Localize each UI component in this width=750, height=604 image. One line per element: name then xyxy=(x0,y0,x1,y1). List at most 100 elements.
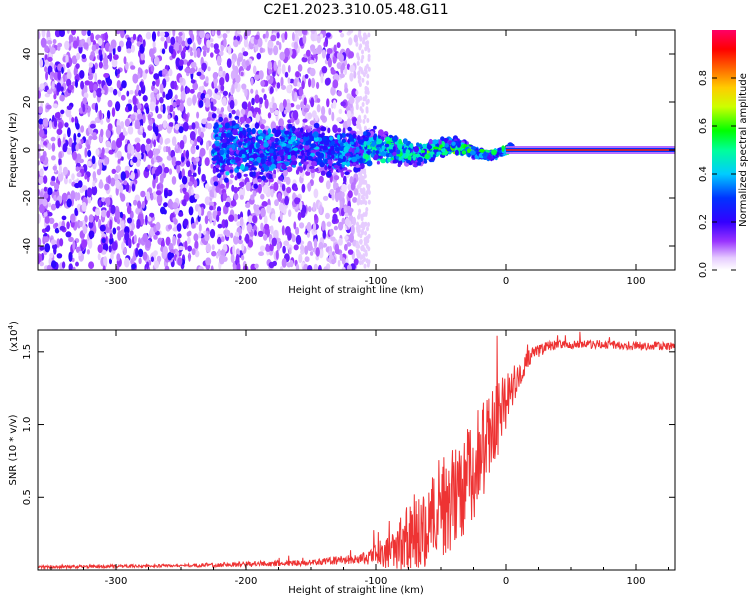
heatmap-cell xyxy=(95,102,98,113)
heatmap-cell xyxy=(295,226,300,235)
heatmap-cell xyxy=(240,71,244,77)
heatmap-cell xyxy=(175,160,181,166)
heatmap-cell xyxy=(129,230,134,236)
heatmap-cell xyxy=(224,219,229,228)
heatmap-cell xyxy=(180,90,186,101)
heatmap-cell xyxy=(266,75,271,80)
heatmap-cell xyxy=(137,200,142,209)
heatmap-cell xyxy=(193,233,199,242)
heatmap-cell xyxy=(294,91,298,102)
heatmap-cell xyxy=(274,199,279,207)
heatmap-cell xyxy=(290,117,295,123)
heatmap-cell xyxy=(436,151,442,155)
heatmap-cell xyxy=(205,76,209,84)
heatmap-cell xyxy=(61,261,66,269)
heatmap-cell xyxy=(178,31,183,37)
heatmap-cell xyxy=(237,214,241,220)
heatmap-cell xyxy=(81,30,87,36)
heatmap-cell xyxy=(157,113,163,119)
heatmap-cell xyxy=(285,176,291,185)
heatmap-cell xyxy=(262,33,266,39)
heatmap-cell xyxy=(415,153,421,158)
heatmap-cell xyxy=(373,125,377,130)
heatmap-cell xyxy=(417,156,423,163)
heatmap-cell xyxy=(177,35,183,44)
heatmap-cell xyxy=(297,81,301,88)
heatmap-cell xyxy=(161,48,166,55)
heatmap-cell xyxy=(337,259,341,267)
heatmap-cell xyxy=(244,123,250,128)
heatmap-cell xyxy=(322,195,329,201)
heatmap-cell xyxy=(249,157,254,161)
heatmap-cell xyxy=(225,201,231,208)
heatmap-cell xyxy=(338,146,345,152)
heatmap-cell xyxy=(344,153,351,157)
heatmap-cell xyxy=(341,161,348,166)
heatmap-cell xyxy=(268,173,273,179)
heatmap-cell xyxy=(295,104,301,110)
heatmap-cell xyxy=(198,223,202,232)
heatmap-cell xyxy=(284,47,290,58)
heatmap-cell xyxy=(225,171,230,176)
heatmap-cell xyxy=(360,259,364,265)
heatmap-cell xyxy=(115,101,121,112)
heatmap-cell xyxy=(367,199,371,205)
heatmap-cell xyxy=(334,146,340,152)
heatmap-cell xyxy=(142,39,146,48)
heatmap-cell xyxy=(239,181,245,188)
heatmap-cell xyxy=(363,67,367,73)
heatmap-cell xyxy=(271,237,277,247)
heatmap-cell xyxy=(64,122,69,128)
heatmap-cell xyxy=(103,56,109,67)
heatmap-cell xyxy=(178,126,184,134)
heatmap-cell xyxy=(196,47,201,59)
heatmap-cell xyxy=(285,102,292,113)
heatmap-cell xyxy=(145,144,151,152)
heatmap-cell xyxy=(313,238,318,249)
heatmap-cell xyxy=(341,257,346,265)
heatmap-cell xyxy=(257,37,263,48)
heatmap-cell xyxy=(243,138,248,142)
heatmap-cell xyxy=(241,101,248,110)
heatmap-cell xyxy=(171,176,177,185)
heatmap-cell xyxy=(195,145,200,150)
heatmap-cell xyxy=(238,56,243,62)
heatmap-cell xyxy=(105,128,111,139)
heatmap-cell xyxy=(264,98,269,109)
heatmap-cell xyxy=(281,183,286,192)
heatmap-cell xyxy=(254,34,260,40)
heatmap-cell xyxy=(56,253,63,259)
heatmap-cell xyxy=(309,251,314,256)
heatmap-cell xyxy=(266,204,272,214)
heatmap-cell xyxy=(55,200,60,209)
heatmap-cell xyxy=(270,34,277,42)
heatmap-cell xyxy=(111,107,116,118)
heatmap-cell xyxy=(61,192,68,202)
heatmap-cell xyxy=(88,261,95,270)
heatmap-cell xyxy=(133,234,137,244)
heatmap-cell xyxy=(145,31,152,40)
heatmap-cell xyxy=(174,80,177,90)
heatmap-cell xyxy=(175,57,181,68)
heatmap-cell xyxy=(212,72,218,80)
heatmap-cell xyxy=(38,255,41,265)
heatmap-cell xyxy=(232,264,237,270)
heatmap-cell xyxy=(115,30,121,35)
heatmap-cell xyxy=(110,204,116,215)
heatmap-cell xyxy=(108,45,113,54)
heatmap-cell xyxy=(91,135,98,141)
heatmap-cell xyxy=(353,188,359,196)
heatmap-cell xyxy=(255,172,259,177)
heatmap-cell xyxy=(376,144,381,148)
heatmap-cell xyxy=(325,212,330,220)
heatmap-cell xyxy=(108,245,112,253)
heatmap-cell xyxy=(216,30,221,36)
heatmap-cell xyxy=(88,67,92,76)
heatmap-cell xyxy=(217,223,223,229)
heatmap-cell xyxy=(137,113,143,120)
heatmap-cell xyxy=(147,149,154,159)
heatmap-cell xyxy=(186,97,193,107)
heatmap-cell xyxy=(293,186,298,192)
heatmap-cell xyxy=(210,163,214,169)
heatmap-cell xyxy=(276,32,280,39)
